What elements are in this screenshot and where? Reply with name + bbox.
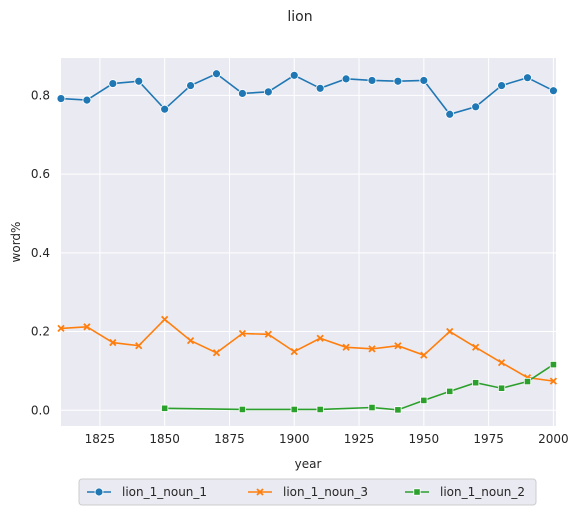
- data-point: [315, 83, 325, 93]
- legend-marker: [94, 487, 104, 497]
- data-point: [446, 387, 454, 395]
- legend-item: lion_1_noun_1: [87, 485, 207, 499]
- y-tick-label: 0.0: [31, 403, 50, 417]
- y-axis-ticks: 0.0 0.2 0.4 0.6 0.8: [31, 88, 50, 417]
- data-point: [549, 377, 558, 385]
- data-point: [83, 323, 91, 331]
- data-point: [342, 343, 350, 351]
- plot-area: [61, 58, 556, 426]
- data-point: [341, 74, 351, 84]
- x-tick-label: 1850: [149, 432, 180, 446]
- data-point: [161, 315, 169, 323]
- data-point: [82, 95, 92, 105]
- data-point: [367, 76, 377, 85]
- legend-marker: [413, 488, 421, 496]
- x-tick-label: 1975: [473, 432, 504, 446]
- data-point: [471, 102, 481, 112]
- data-point: [368, 403, 376, 412]
- data-point: [161, 404, 169, 412]
- legend-item: lion_1_noun_2: [405, 485, 525, 499]
- y-tick-label: 0.8: [31, 88, 50, 102]
- series-lion_1_noun_2: [161, 361, 558, 414]
- data-point: [186, 81, 195, 90]
- legend-frame: [78, 478, 537, 506]
- data-point: [186, 336, 195, 345]
- legend-marker: [256, 488, 264, 496]
- x-tick-label: 2000: [538, 432, 569, 446]
- data-point: [394, 406, 402, 414]
- data-point: [212, 69, 221, 79]
- grid-lines: [61, 58, 556, 426]
- legend-label: lion_1_noun_1: [122, 485, 207, 499]
- legend: lion_1_noun_1 lion_1_noun_3 lion_1_noun_2: [78, 478, 537, 506]
- data-point: [290, 347, 298, 356]
- data-point: [264, 330, 272, 338]
- data-point: [160, 104, 170, 114]
- y-axis-label: word%: [9, 222, 23, 263]
- data-point: [420, 351, 428, 359]
- data-point: [108, 79, 118, 88]
- data-point: [134, 76, 144, 86]
- data-point: [497, 384, 506, 392]
- x-tick-label: 1950: [409, 432, 440, 446]
- x-tick-label: 1875: [214, 432, 245, 446]
- data-point: [238, 405, 247, 414]
- x-tick-label: 1900: [279, 432, 310, 446]
- data-point: [316, 405, 324, 414]
- data-point: [238, 329, 247, 338]
- data-point: [290, 405, 298, 414]
- data-point: [57, 324, 65, 333]
- y-tick-label: 0.6: [31, 167, 50, 181]
- legend-label: lion_1_noun_2: [440, 485, 525, 499]
- data-point: [394, 342, 402, 350]
- data-point: [523, 377, 532, 386]
- data-point: [109, 338, 117, 347]
- data-point: [393, 76, 403, 86]
- legend-label: lion_1_noun_3: [283, 485, 368, 499]
- series-lion_1_noun_3: [57, 315, 558, 385]
- data-point: [446, 327, 454, 336]
- data-point: [263, 87, 273, 97]
- series-line: [60, 318, 554, 382]
- data-point: [289, 70, 299, 80]
- data-point: [368, 345, 376, 353]
- data-point: [549, 86, 558, 96]
- data-point: [497, 81, 506, 90]
- x-tick-label: 1825: [85, 432, 116, 446]
- x-axis-label: year: [295, 457, 322, 471]
- series-layer: [56, 69, 558, 414]
- y-tick-label: 0.2: [31, 325, 50, 339]
- data-point: [549, 361, 558, 369]
- data-point: [135, 342, 143, 350]
- series-line: [164, 363, 554, 411]
- legend-item: lion_1_noun_3: [248, 485, 368, 499]
- data-point: [238, 89, 247, 98]
- data-point: [56, 94, 66, 103]
- x-axis-ticks: 1825 1850 1875 1900 1925 1950 1975 2000: [85, 432, 569, 446]
- data-point: [523, 73, 532, 83]
- series-line: [60, 72, 554, 116]
- data-point: [472, 379, 480, 387]
- y-tick-label: 0.4: [31, 246, 50, 260]
- data-point: [420, 396, 428, 405]
- data-point: [472, 343, 480, 351]
- data-point: [419, 76, 429, 85]
- data-point: [497, 358, 506, 367]
- series-lion_1_noun_1: [56, 69, 558, 119]
- chart-title: lion: [287, 9, 312, 25]
- data-point: [212, 349, 221, 357]
- data-point: [445, 109, 455, 119]
- data-point: [316, 334, 324, 342]
- x-tick-label: 1925: [344, 432, 375, 446]
